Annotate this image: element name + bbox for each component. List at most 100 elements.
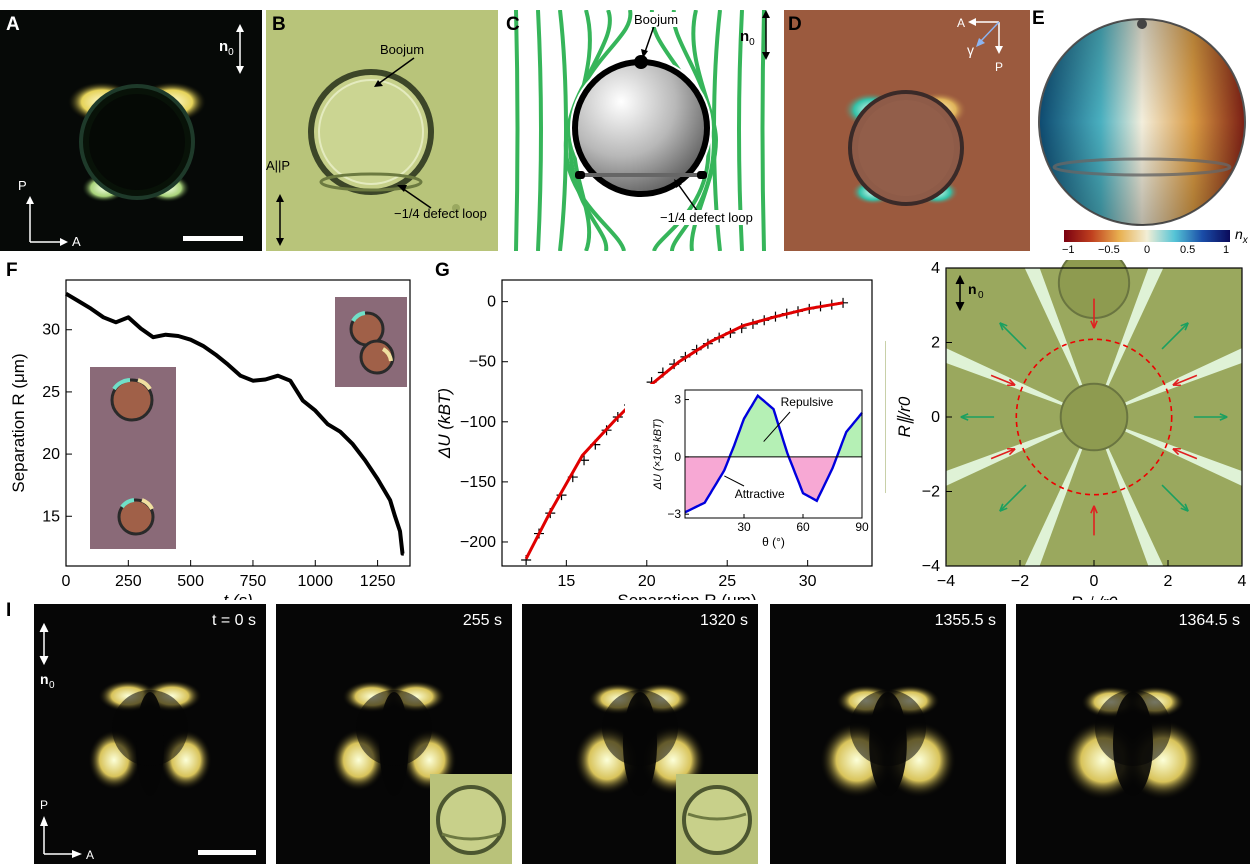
attraction-arrow-head	[1172, 447, 1181, 456]
x-tick-label: 1250	[360, 573, 396, 590]
separation-series-line	[64, 291, 405, 556]
attraction-arrow-head	[1090, 320, 1098, 329]
repulsion-arrow	[1161, 322, 1189, 350]
n0-arrow-heads	[955, 274, 965, 312]
frame-micrograph	[574, 683, 706, 796]
attraction-arrow	[1172, 448, 1198, 460]
x-tick-label: −2	[1011, 573, 1029, 590]
polarizer-label-a: P	[18, 178, 27, 193]
attraction-arrow-head	[1007, 447, 1016, 456]
attraction-arrow-head	[1172, 378, 1181, 387]
inset-frame	[684, 389, 863, 519]
gamma-label: γ	[967, 42, 974, 58]
repulsion-arrow-head	[960, 413, 969, 421]
panel-label-d: D	[788, 14, 802, 35]
panel-label-c: C	[506, 14, 520, 35]
panel-d-image: D A P γ	[784, 10, 1030, 251]
y-tick-label: −100	[460, 414, 496, 431]
time-frame-4: 1364.5 s	[1016, 604, 1250, 864]
repulsion-arrow	[999, 322, 1027, 350]
panel-label-b: B	[272, 14, 286, 35]
inset-x-tick-label: 60	[796, 520, 810, 534]
y-tick-label: 20	[42, 446, 60, 463]
time-frame-1: 255 s	[276, 604, 512, 864]
inset-y-axis-label: ΔU (×10³ kBT)	[652, 418, 664, 490]
y-tick-label: −150	[460, 474, 496, 491]
polarizer-arrow-head	[40, 816, 48, 826]
colorbar-tick: −0.5	[1098, 244, 1120, 256]
repulsion-arrow-head	[1219, 413, 1228, 421]
y-tick-label: 30	[42, 322, 60, 339]
y-tick-label: 0	[487, 294, 496, 311]
clip-right	[1242, 208, 1250, 626]
time-label: t = 0 s	[211, 612, 256, 629]
x-tick-label: −4	[937, 573, 955, 590]
y-axis-label: R∥/r0	[895, 396, 914, 437]
attractive-annotation: Attractive	[735, 487, 785, 501]
attraction-arrow-head	[1007, 378, 1016, 387]
x-axis-label: R⊥/r0	[1071, 593, 1118, 600]
y-tick-label: 4	[931, 260, 940, 277]
panel-label-f: F	[6, 260, 18, 281]
repulsive-region	[685, 395, 862, 457]
polarizer-label-d: P	[995, 60, 1004, 74]
panel-b-micrograph	[276, 57, 460, 246]
inset-y-tick-label: −3	[667, 507, 681, 521]
colorbar-label: nx	[1235, 226, 1248, 246]
angular-potential-line	[684, 393, 863, 514]
repulsion-arrow	[999, 484, 1027, 512]
repulsive-annotation: Repulsive	[781, 395, 834, 409]
y-tick-label: −2	[922, 484, 940, 501]
inset-x-tick-label: 90	[855, 520, 869, 534]
a-parallel-p-label: A||P	[266, 158, 291, 173]
panel-label-g: G	[435, 260, 450, 281]
n0-label-i: n	[40, 671, 49, 687]
time-label: 1355.5 s	[934, 612, 996, 629]
repulsion-arrow-head	[999, 503, 1008, 512]
analyzer-label-d: A	[957, 16, 966, 30]
panel-label-e: E	[1032, 8, 1045, 29]
boojum-label-b: Boojum	[380, 42, 425, 57]
panel-f-chart: 0 250 500 750 1000 1250 15 20 25 30 t (s) Separatio…	[0, 260, 420, 610]
inset-y-tick-label: 3	[674, 393, 681, 407]
y-tick-label: 15	[42, 508, 60, 525]
time-frame-3: 1355.5 s	[770, 604, 1006, 864]
defect-loop-label-c: −1/4 defect loop	[660, 210, 753, 225]
frame-micrograph	[1063, 686, 1203, 800]
n0-label-c: n0	[740, 28, 755, 48]
time-label: 255 s	[462, 612, 502, 629]
x-tick-label: 20	[638, 573, 656, 590]
separation-vs-time-chart: 0 250 500 750 1000 1250 15 20 25 30 t (s) Separatio…	[9, 279, 411, 610]
plot-frame	[65, 279, 411, 567]
attraction-arrow	[990, 374, 1016, 386]
y-tick-label: −50	[469, 354, 496, 371]
particle-core	[850, 690, 926, 766]
colorbar-tick: 1	[1223, 244, 1230, 256]
time-frame-2: 1320 s	[522, 604, 758, 864]
y-tick-label: −4	[922, 558, 940, 575]
panel-c-diagram: C Boojum −1/4 defect loop n0	[502, 9, 778, 252]
inset-y-tick-label: 0	[674, 450, 681, 464]
attraction-arrow-head	[1090, 505, 1098, 514]
attraction-arrow	[1172, 374, 1198, 386]
inset-x-tick-label: 30	[737, 520, 751, 534]
x-tick-label: 4	[1238, 573, 1247, 590]
x-tick-label: 30	[799, 573, 817, 590]
frame-micrograph	[819, 684, 957, 798]
x-tick-label: 750	[240, 573, 267, 590]
repulsion-arrow	[1161, 484, 1189, 512]
x-axis-label: t (s)	[223, 591, 252, 600]
analyzer-arrow-head	[72, 850, 82, 858]
x-tick-label: 15	[557, 573, 575, 590]
attractive-pointer	[724, 475, 745, 487]
axes-overlay: n 0 P A	[39, 622, 256, 862]
x-tick-label: 25	[718, 573, 736, 590]
y-tick-label: 2	[931, 335, 940, 352]
boojum-label-c: Boojum	[634, 12, 679, 27]
central-particle	[1059, 382, 1129, 452]
attraction-lobe	[892, 215, 1094, 417]
inset-x-axis-label: θ (°)	[762, 535, 785, 549]
particle-core	[1095, 690, 1171, 766]
x-tick-label: 0	[62, 573, 71, 590]
